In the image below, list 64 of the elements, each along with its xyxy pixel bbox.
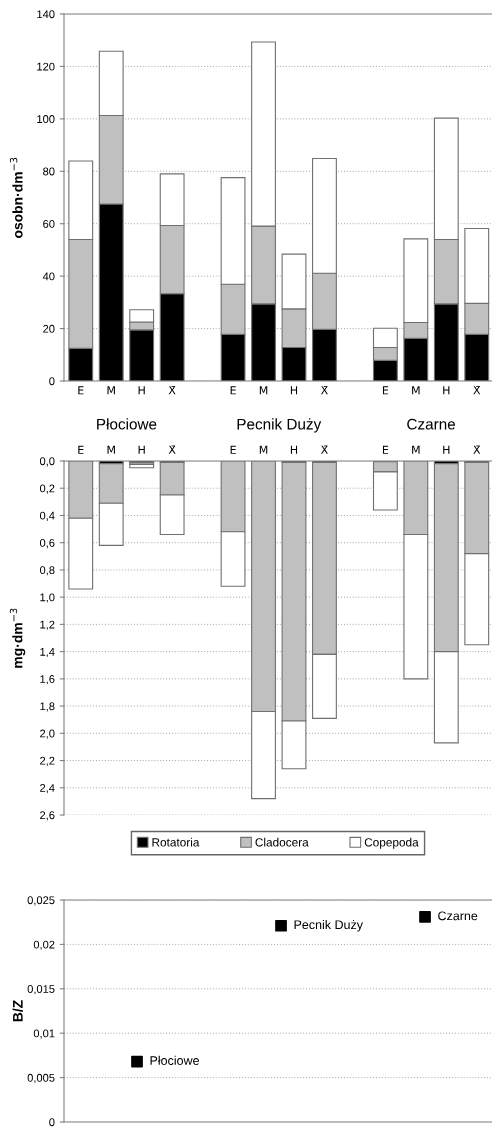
x-tick-label: M [107, 445, 115, 454]
x-tick-label: X̄ [473, 445, 481, 454]
y-tick-label: 40 [42, 272, 55, 281]
y-tick-label: 2,4 [40, 784, 55, 794]
x-tick-label: M [259, 445, 268, 454]
x-tick-label: E [230, 445, 236, 454]
x-tick-label: M [259, 386, 268, 395]
x-tick-label: E [230, 386, 236, 395]
text: Czarne [407, 418, 456, 430]
y-tick-label: 1,8 [40, 702, 55, 712]
y-tick-label: 20 [43, 324, 55, 333]
x-tick-label: H [290, 445, 298, 454]
x-tick-label: E [78, 445, 84, 454]
y-tick-label: 1,0 [40, 593, 55, 603]
x-tick-label: H [443, 445, 450, 454]
x-tick-label: H [443, 386, 450, 395]
x-tick-label: X̄ [168, 445, 176, 454]
legend-label: Copepoda [364, 837, 419, 849]
x-tick-label: E [382, 386, 389, 395]
y-tick-label: 140 [37, 10, 55, 19]
legend-label: Rotatoria [152, 837, 200, 847]
y-tick-label: 0,01 [33, 1029, 55, 1039]
y-tick-label: 0 [49, 1118, 55, 1127]
text: Płociowe [97, 418, 157, 430]
y-tick-label: 80 [43, 167, 55, 176]
x-tick-label: H [138, 445, 145, 454]
y-tick-label: 0,4 [39, 511, 55, 521]
y-tick-label: 0 [49, 377, 55, 386]
y-tick-label: 0,025 [27, 896, 55, 906]
y-tick-label: 1,6 [40, 675, 55, 685]
y-tick-label: 2,2 [40, 756, 55, 766]
x-tick-label: H [290, 386, 298, 395]
y-tick-label: 1,2 [40, 620, 55, 630]
y-tick-label: 0,8 [39, 566, 55, 576]
y-tick-label: 0,6 [39, 538, 55, 549]
y-tick-label: 2,6 [40, 811, 55, 821]
y-axis-title: osobn·dm$^{−3}$ [9, 157, 23, 238]
y-tick-label: 1,4 [40, 648, 55, 658]
y-axis-title: B/Z [12, 1000, 23, 1022]
x-tick-label: M [107, 386, 115, 395]
y-tick-label: 120 [37, 62, 55, 71]
x-tick-label: X̄ [320, 386, 328, 395]
y-tick-label: 0,005 [27, 1073, 55, 1084]
y-tick-label: 2,0 [40, 729, 55, 739]
x-tick-label: X̄ [320, 445, 328, 454]
y-tick-label: 0,0 [39, 457, 55, 467]
series-label: Pecnik Duży [294, 919, 363, 932]
y-tick-label: 0,2 [39, 484, 55, 494]
legend-label: Cladocera [255, 837, 309, 847]
x-tick-label: E [78, 386, 84, 395]
x-tick-label: H [138, 386, 145, 395]
y-tick-label: 0,02 [33, 940, 55, 950]
series-label: Płociowe [150, 1055, 199, 1065]
x-tick-label: M [412, 445, 420, 454]
x-tick-label: X̄ [168, 386, 176, 395]
y-axis-title: mg·dm$^{−3}$ [9, 608, 26, 668]
y-tick-label: 0,015 [27, 985, 55, 995]
y-tick-label: 100 [37, 115, 55, 123]
x-tick-label: X̄ [473, 386, 481, 395]
series-label: Czarne [438, 911, 478, 921]
y-tick-label: 60 [43, 219, 55, 228]
text: Pecnik Duży [237, 418, 322, 433]
x-tick-label: E [382, 445, 389, 454]
x-tick-label: M [412, 386, 420, 395]
